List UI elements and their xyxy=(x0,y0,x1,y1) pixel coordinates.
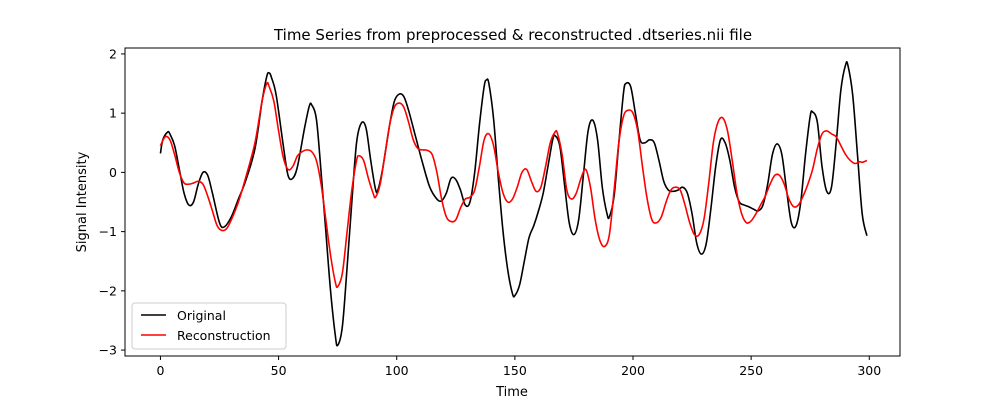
y-tick-label: 0 xyxy=(109,165,117,180)
x-tick-label: 250 xyxy=(739,363,763,378)
y-axis: −3 −2 −1 0 1 2 xyxy=(99,46,125,357)
y-tick-label: −1 xyxy=(99,224,117,239)
x-tick-label: 50 xyxy=(271,363,287,378)
y-tick-label: 2 xyxy=(109,46,117,61)
chart-title: Time Series from preprocessed & reconstr… xyxy=(273,26,752,44)
y-tick-label: 1 xyxy=(109,106,117,121)
x-tick-label: 100 xyxy=(385,363,409,378)
x-tick-label: 200 xyxy=(621,363,645,378)
legend: Original Reconstruction xyxy=(132,303,286,349)
y-tick-label: −3 xyxy=(99,343,117,358)
x-axis-label: Time xyxy=(495,385,528,400)
x-tick-label: 0 xyxy=(156,363,164,378)
legend-label-reconstruction: Reconstruction xyxy=(177,328,271,343)
y-tick-label: −2 xyxy=(99,283,117,298)
x-tick-label: 300 xyxy=(857,363,881,378)
legend-label-original: Original xyxy=(177,308,226,323)
series-line-reconstruction xyxy=(160,83,866,288)
x-axis: 0 50 100 150 200 250 300 xyxy=(156,356,881,378)
y-axis-label: Signal Intensity xyxy=(75,151,90,252)
x-tick-label: 150 xyxy=(503,363,527,378)
